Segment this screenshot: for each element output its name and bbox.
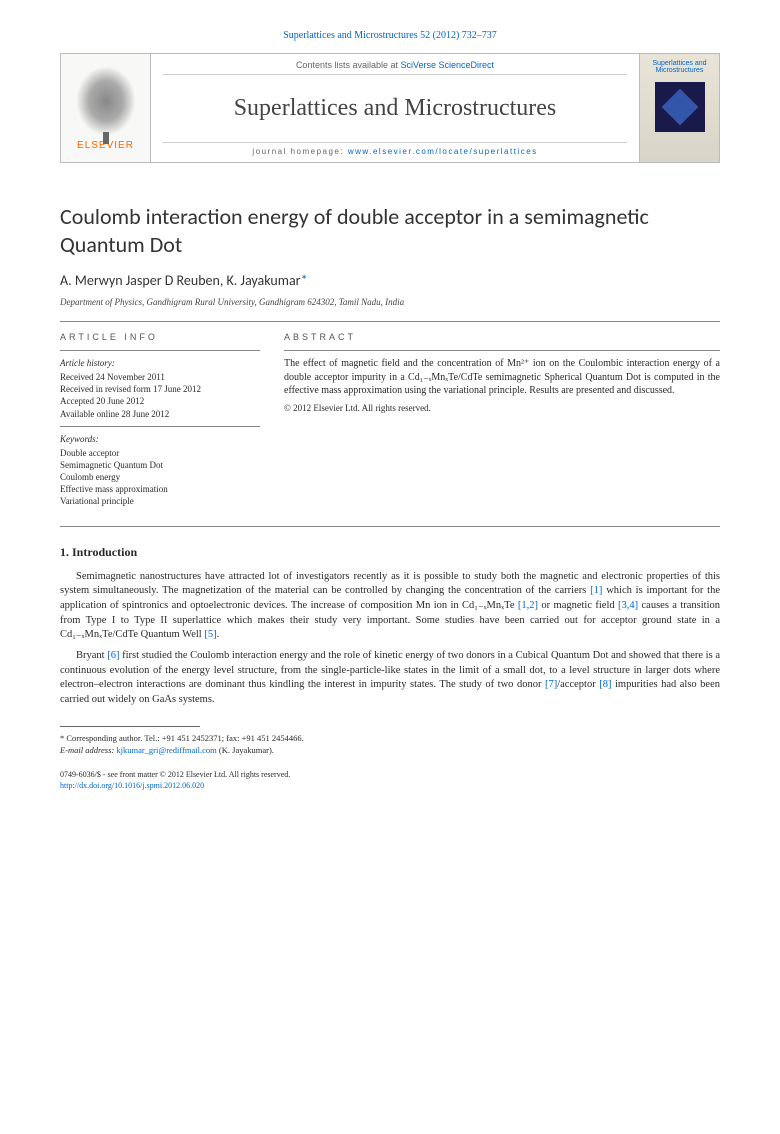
article-info-head: ARTICLE INFO — [60, 332, 260, 342]
history-dates: Received 24 November 2011 Received in re… — [60, 371, 260, 420]
email-link[interactable]: kjkumar_gri@rediffmail.com — [116, 745, 216, 755]
email-label: E-mail address: — [60, 745, 116, 755]
intro-para-1: Semimagnetic nanostructures have attract… — [60, 570, 720, 643]
homepage-line: journal homepage: www.elsevier.com/locat… — [163, 147, 627, 156]
keywords-list: Double acceptor Semimagnetic Quantum Dot… — [60, 447, 260, 508]
text: Bryant — [76, 650, 107, 661]
ref-1-2[interactable]: [1,2] — [518, 600, 538, 611]
cover-title: Superlattices and Microstructures — [646, 60, 713, 74]
elsevier-tree-icon — [76, 66, 136, 136]
history-label: Article history: — [60, 357, 260, 369]
article-title: Coulomb interaction energy of double acc… — [60, 203, 720, 258]
corr-author-info: * Corresponding author. Tel.: +91 451 24… — [60, 733, 720, 745]
ref-6[interactable]: [6] — [107, 650, 119, 661]
contents-line: Contents lists available at SciVerse Sci… — [163, 60, 627, 70]
text: or magnetic field — [538, 600, 618, 611]
sciencedirect-link[interactable]: SciVerse ScienceDirect — [401, 60, 495, 70]
ref-8[interactable]: [8] — [599, 679, 611, 690]
ref-5[interactable]: [5] — [204, 629, 216, 640]
author-names: A. Merwyn Jasper D Reuben, K. Jayakumar — [60, 272, 301, 289]
abstract-copyright: © 2012 Elsevier Ltd. All rights reserved… — [284, 402, 720, 414]
divider — [60, 526, 720, 527]
article-info: ARTICLE INFO Article history: Received 2… — [60, 332, 260, 508]
ref-7[interactable]: [7] — [545, 679, 557, 690]
section-1-title: 1. Introduction — [60, 545, 720, 560]
divider — [60, 321, 720, 322]
ref-1[interactable]: [1] — [590, 585, 602, 596]
elsevier-logo: ELSEVIER — [61, 54, 151, 162]
footnote-divider — [60, 726, 200, 727]
text: . — [217, 629, 220, 640]
email-who: (K. Jayakumar). — [217, 745, 274, 755]
homepage-prefix: journal homepage: — [252, 147, 348, 156]
corresponding-footnote: * Corresponding author. Tel.: +91 451 24… — [60, 733, 720, 757]
journal-cover: Superlattices and Microstructures — [639, 54, 719, 162]
info-abstract-row: ARTICLE INFO Article history: Received 2… — [60, 332, 720, 508]
ref-3-4[interactable]: [3,4] — [618, 600, 638, 611]
contents-prefix: Contents lists available at — [296, 60, 401, 70]
authors: A. Merwyn Jasper D Reuben, K. Jayakumar* — [60, 272, 720, 289]
intro-para-2: Bryant [6] first studied the Coulomb int… — [60, 649, 720, 708]
copyright-block: 0749-6036/$ - see front matter © 2012 El… — [60, 769, 720, 791]
journal-citation: Superlattices and Microstructures 52 (20… — [60, 30, 720, 41]
journal-header: ELSEVIER Contents lists available at Sci… — [60, 53, 720, 163]
cover-image-icon — [655, 82, 705, 132]
abstract-head: ABSTRACT — [284, 332, 720, 342]
affiliation: Department of Physics, Gandhigram Rural … — [60, 297, 720, 307]
text: /acceptor — [557, 679, 599, 690]
abstract-text: The effect of magnetic field and the con… — [284, 357, 720, 398]
homepage-link[interactable]: www.elsevier.com/locate/superlattices — [348, 147, 538, 156]
corresponding-mark: * — [301, 272, 308, 289]
abstract: ABSTRACT The effect of magnetic field an… — [284, 332, 720, 508]
doi-link[interactable]: http://dx.doi.org/10.1016/j.spmi.2012.06… — [60, 781, 204, 790]
journal-center: Contents lists available at SciVerse Sci… — [151, 54, 639, 162]
issn-line: 0749-6036/$ - see front matter © 2012 El… — [60, 769, 720, 780]
journal-name: Superlattices and Microstructures — [163, 74, 627, 143]
keywords-label: Keywords: — [60, 433, 260, 445]
